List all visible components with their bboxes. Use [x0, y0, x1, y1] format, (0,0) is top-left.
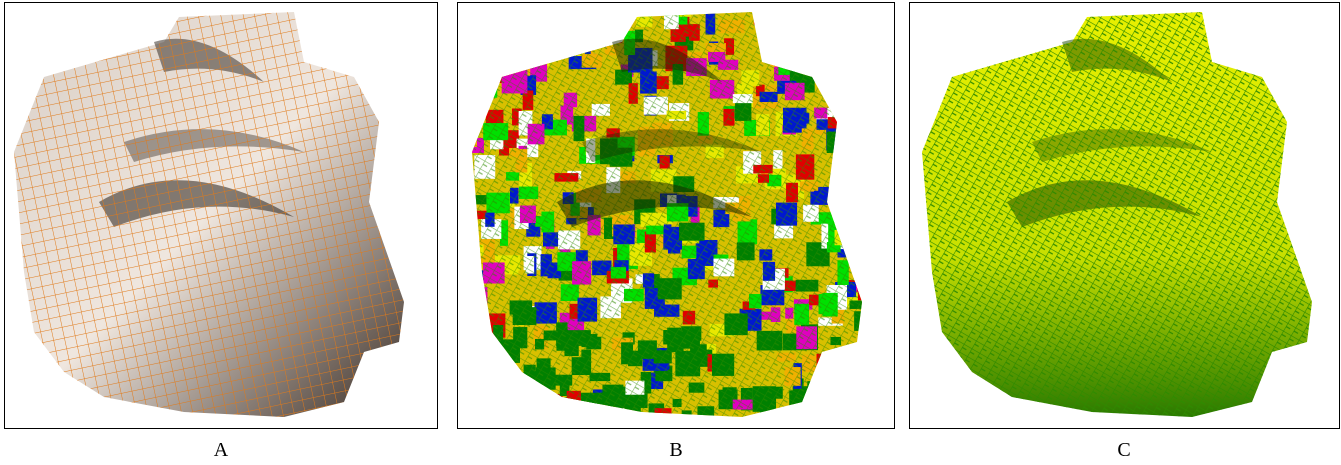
figure: A B C [0, 0, 1341, 465]
panel-label: A [214, 439, 229, 461]
panel-label: B [669, 439, 682, 461]
panel-label: C [1117, 439, 1130, 461]
